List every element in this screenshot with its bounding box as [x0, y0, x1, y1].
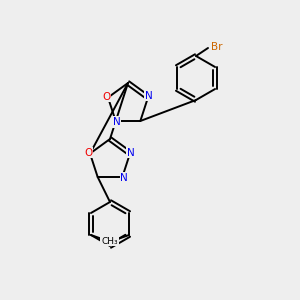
- Text: N: N: [113, 117, 121, 127]
- Text: CH₃: CH₃: [100, 236, 117, 245]
- Text: N: N: [127, 148, 135, 158]
- Text: N: N: [145, 91, 153, 100]
- Text: N: N: [121, 173, 128, 183]
- Text: Br: Br: [211, 42, 223, 52]
- Text: CH₃: CH₃: [102, 236, 118, 245]
- Text: O: O: [102, 92, 110, 101]
- Text: O: O: [84, 148, 92, 158]
